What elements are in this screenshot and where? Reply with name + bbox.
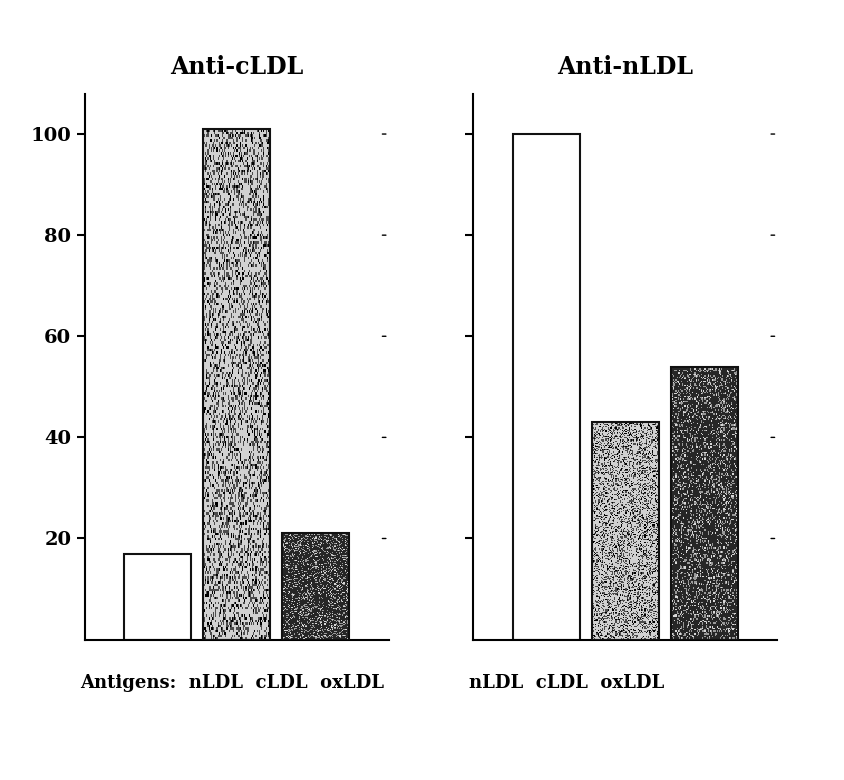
Text: Antigens:  nLDL  cLDL  oxLDL: Antigens: nLDL cLDL oxLDL	[80, 673, 384, 692]
Bar	[512, 134, 579, 640]
Title: Anti-cLDL: Anti-cLDL	[170, 55, 303, 79]
Bar	[124, 554, 191, 640]
Bar	[591, 422, 658, 640]
Bar	[282, 534, 349, 640]
Text: nLDL  cLDL  oxLDL: nLDL cLDL oxLDL	[468, 673, 663, 692]
Bar	[670, 367, 737, 640]
Bar	[203, 129, 270, 640]
Title: Anti-nLDL: Anti-nLDL	[557, 55, 692, 79]
